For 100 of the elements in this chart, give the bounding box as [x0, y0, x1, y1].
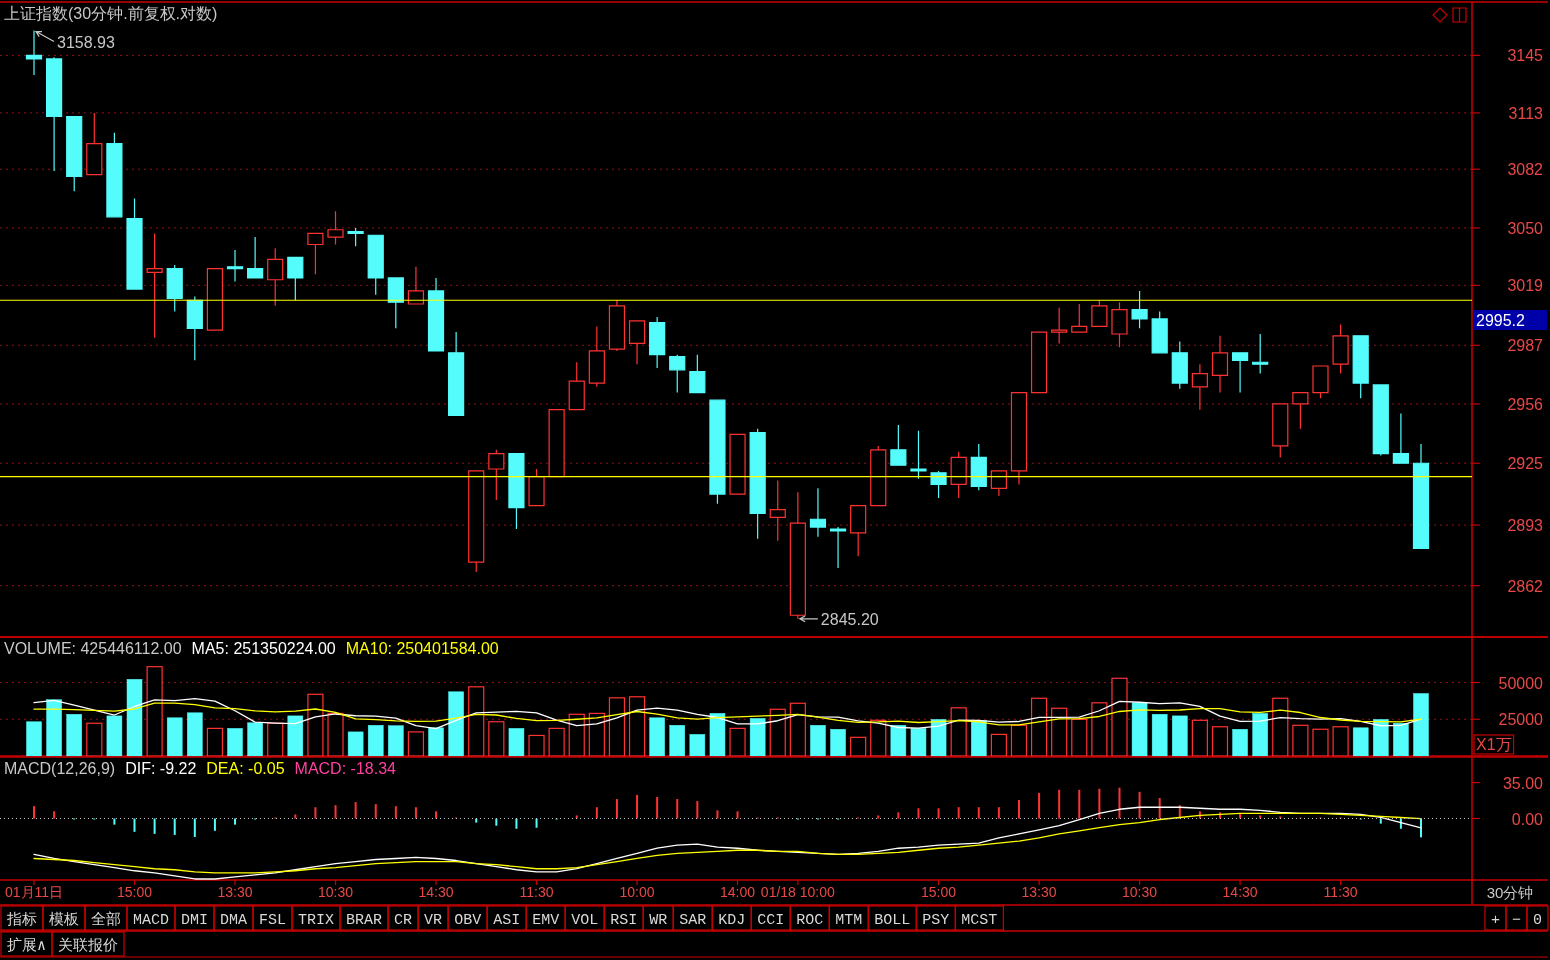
bar	[870, 719, 887, 757]
candlestick	[66, 115, 83, 192]
bar	[173, 818, 176, 835]
y-tick-label: 2987	[1507, 337, 1544, 355]
candlestick	[1111, 301, 1128, 348]
candlestick	[1030, 331, 1048, 394]
bar	[146, 666, 163, 757]
bar	[515, 818, 518, 829]
y-tick-label: 50000	[1498, 674, 1544, 692]
x-tick-label: 15:00	[921, 884, 957, 900]
candlestick	[407, 266, 425, 305]
bar	[608, 697, 626, 757]
bar	[26, 721, 42, 757]
annotation: 3158.93	[57, 33, 115, 51]
bar	[153, 818, 156, 834]
series-label: MACD: -18.34	[294, 760, 397, 777]
candlestick	[910, 430, 927, 480]
y-tick-label: 2956	[1507, 395, 1544, 413]
candlestick	[1292, 391, 1309, 430]
chart-title: VOLUME: 425446112.00	[4, 640, 182, 657]
bar	[1051, 707, 1068, 757]
bar	[769, 708, 786, 757]
bar	[53, 811, 56, 819]
y-tick-label: 25000	[1498, 711, 1544, 729]
candlestick	[1372, 384, 1389, 457]
bar	[810, 725, 826, 757]
text: ASI	[493, 912, 521, 929]
text: 2995.2	[1476, 312, 1526, 329]
candlestick	[568, 361, 585, 411]
bar	[910, 728, 927, 757]
bar	[830, 729, 846, 757]
line-series	[33, 806, 1422, 880]
text: 关联报价	[58, 937, 119, 955]
bar	[294, 814, 297, 819]
candlestick	[1211, 335, 1229, 394]
bar	[468, 686, 485, 757]
candlestick	[327, 210, 344, 246]
bar	[475, 818, 478, 823]
chart-title: MACD(12,26,9)	[4, 760, 116, 777]
bar	[1191, 719, 1208, 757]
candlestick	[870, 445, 887, 507]
bar	[649, 717, 665, 757]
candlestick	[468, 470, 485, 573]
text: DMI	[181, 912, 209, 929]
bar	[314, 807, 317, 819]
bar	[1312, 728, 1329, 757]
text: DMA	[220, 912, 248, 929]
bar	[206, 727, 224, 757]
y-tick-label: 3082	[1507, 161, 1544, 179]
bar	[307, 693, 324, 757]
bar	[1413, 693, 1429, 757]
candlestick	[367, 234, 384, 296]
y-tick-label: 3113	[1508, 104, 1544, 122]
candlestick	[427, 277, 445, 352]
text: ROC	[796, 912, 824, 929]
x-tick-label: 15:00	[116, 884, 153, 900]
text: EMV	[532, 912, 560, 929]
text: 指标	[6, 911, 37, 929]
text: VOL	[571, 912, 599, 929]
x-tick-label: 14:30	[418, 884, 454, 900]
bar	[448, 691, 464, 757]
candlestick	[1412, 443, 1430, 550]
bar	[33, 806, 35, 819]
bar	[1131, 702, 1148, 757]
candlestick	[950, 451, 967, 499]
y-tick-label: 3050	[1507, 219, 1544, 237]
candlestick	[809, 487, 827, 538]
bar	[193, 818, 196, 837]
bar	[227, 728, 243, 757]
bar	[1158, 798, 1161, 819]
text: SAR	[679, 912, 707, 929]
candlestick	[1191, 363, 1208, 411]
bar	[535, 818, 538, 828]
text: VR	[424, 912, 443, 929]
bar	[1373, 719, 1389, 757]
bar	[1211, 726, 1229, 757]
bar	[508, 728, 525, 757]
candlestick	[1272, 403, 1289, 459]
candlestick	[166, 264, 183, 313]
candlestick	[930, 470, 947, 499]
candlestick	[1352, 335, 1369, 399]
bar	[789, 702, 806, 757]
text: 全部	[91, 911, 121, 929]
bar	[548, 727, 565, 757]
bar	[1071, 718, 1088, 757]
bar	[1098, 788, 1101, 819]
candlestick	[488, 449, 505, 501]
bar	[1058, 789, 1061, 819]
bar	[615, 799, 618, 819]
bar	[568, 713, 585, 757]
candlestick	[347, 227, 364, 247]
candlestick	[789, 491, 806, 620]
chart-title: 上证指数(30分钟.前复权.对数)	[4, 5, 218, 22]
text: WR	[649, 912, 668, 929]
bar	[374, 804, 377, 819]
text: MTM	[835, 912, 863, 929]
candlestick	[548, 409, 565, 478]
x-tick-label: 10:30	[1122, 884, 1158, 900]
candlestick	[769, 479, 786, 542]
candlestick	[25, 29, 43, 76]
